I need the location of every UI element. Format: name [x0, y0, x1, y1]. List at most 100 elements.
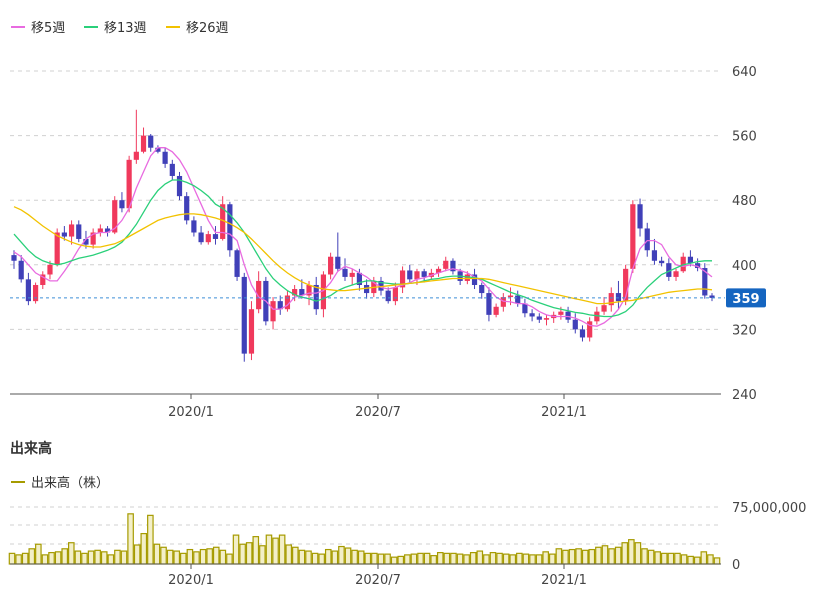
- candle-body: [464, 274, 470, 281]
- volume-bar: [35, 543, 42, 565]
- candle: [90, 228, 96, 249]
- candle-body: [579, 329, 586, 338]
- legend-ma5[interactable]: 移5週: [11, 21, 65, 36]
- candle: [587, 317, 593, 342]
- volume-bar: [700, 551, 708, 565]
- volume-legend[interactable]: 出来高（株）: [11, 475, 109, 491]
- candle-body: [630, 204, 636, 269]
- moving-average-lines: [13, 147, 713, 327]
- volume-bar: [483, 554, 490, 565]
- volume-bar: [245, 542, 253, 565]
- volume-bar: [404, 554, 411, 565]
- volume-bar: [417, 552, 424, 565]
- candle-body: [126, 159, 132, 209]
- volume-bar: [390, 556, 398, 565]
- candle-body: [90, 232, 96, 245]
- candle-body: [61, 232, 67, 237]
- volume-bar: [114, 549, 121, 565]
- candle: [615, 280, 622, 310]
- volume-bar: [41, 554, 49, 565]
- candle-body: [659, 260, 665, 264]
- volume-bar: [87, 550, 95, 565]
- candle-body: [234, 250, 240, 277]
- candle: [11, 250, 17, 269]
- volume-bar: [687, 555, 694, 565]
- candle: [256, 271, 262, 314]
- volume-bar: [430, 555, 437, 565]
- candle: [392, 282, 398, 306]
- candle-body: [277, 301, 283, 310]
- candle: [565, 306, 571, 323]
- volume-y-axis: 75,000,000 0: [732, 501, 806, 573]
- candle-body: [162, 151, 168, 164]
- candle-body: [76, 224, 82, 239]
- candle: [241, 272, 247, 362]
- candle-body: [565, 311, 571, 320]
- volume-bar: [147, 514, 154, 565]
- volume-bar: [259, 545, 266, 565]
- volume-bar: [173, 550, 181, 565]
- candle-body: [356, 272, 363, 285]
- candle-body: [687, 256, 694, 264]
- candle: [248, 301, 255, 361]
- candle-body: [11, 255, 17, 261]
- candle: [342, 258, 348, 281]
- candle-body: [702, 268, 708, 296]
- candle: [363, 279, 370, 299]
- volume-bar: [516, 552, 523, 565]
- candle-body: [709, 295, 715, 298]
- candle: [18, 255, 24, 283]
- candle-body: [500, 297, 506, 307]
- candle: [486, 287, 492, 322]
- candle: [40, 271, 46, 290]
- candle-body: [522, 303, 528, 314]
- volume-bar: [647, 549, 655, 565]
- candle-body: [443, 260, 449, 269]
- price-tick-label: 320: [732, 323, 757, 338]
- candle: [479, 282, 485, 299]
- candle: [32, 282, 39, 304]
- candle: [702, 263, 708, 299]
- candle-body: [212, 234, 219, 239]
- candle-body: [32, 284, 39, 302]
- candle-body: [608, 293, 614, 306]
- volume-bar: [456, 553, 464, 565]
- legend-ma26[interactable]: 移26週: [166, 21, 229, 36]
- volume-bar: [476, 550, 484, 565]
- candle-body: [414, 271, 420, 280]
- candle: [500, 293, 506, 312]
- candle: [61, 226, 67, 241]
- candle-body: [169, 163, 175, 176]
- volume-bar: [265, 534, 273, 565]
- candle: [270, 297, 276, 330]
- candle: [623, 264, 629, 306]
- volume-bar: [324, 548, 332, 565]
- candle: [515, 290, 521, 307]
- volume-bar: [450, 552, 457, 565]
- candle: [191, 216, 197, 237]
- candle-body: [623, 268, 629, 302]
- candle-body: [40, 274, 46, 285]
- candle-body: [450, 260, 456, 272]
- price-tick-label: 480: [732, 194, 757, 209]
- volume-bar: [292, 546, 299, 565]
- candle: [529, 309, 535, 322]
- candle-body: [133, 151, 139, 160]
- candle-body: [363, 284, 370, 294]
- candle-body: [220, 204, 226, 239]
- volume-x-tick-label: 2021/1: [541, 573, 587, 588]
- candle: [673, 268, 679, 281]
- price-tick-label: 240: [732, 388, 757, 403]
- legend-ma13[interactable]: 移13週: [84, 21, 147, 36]
- candle-body: [615, 293, 622, 302]
- candle-body: [119, 200, 125, 209]
- current-price-badge: 359: [726, 288, 766, 308]
- candle-body: [378, 280, 384, 291]
- candle-body: [673, 271, 679, 277]
- volume-bar: [443, 552, 451, 565]
- price-y-axis: 640 560 480 400 320 240: [732, 65, 757, 403]
- candle-body: [680, 256, 686, 272]
- volume-bar: [232, 534, 240, 565]
- candle-body: [335, 256, 341, 269]
